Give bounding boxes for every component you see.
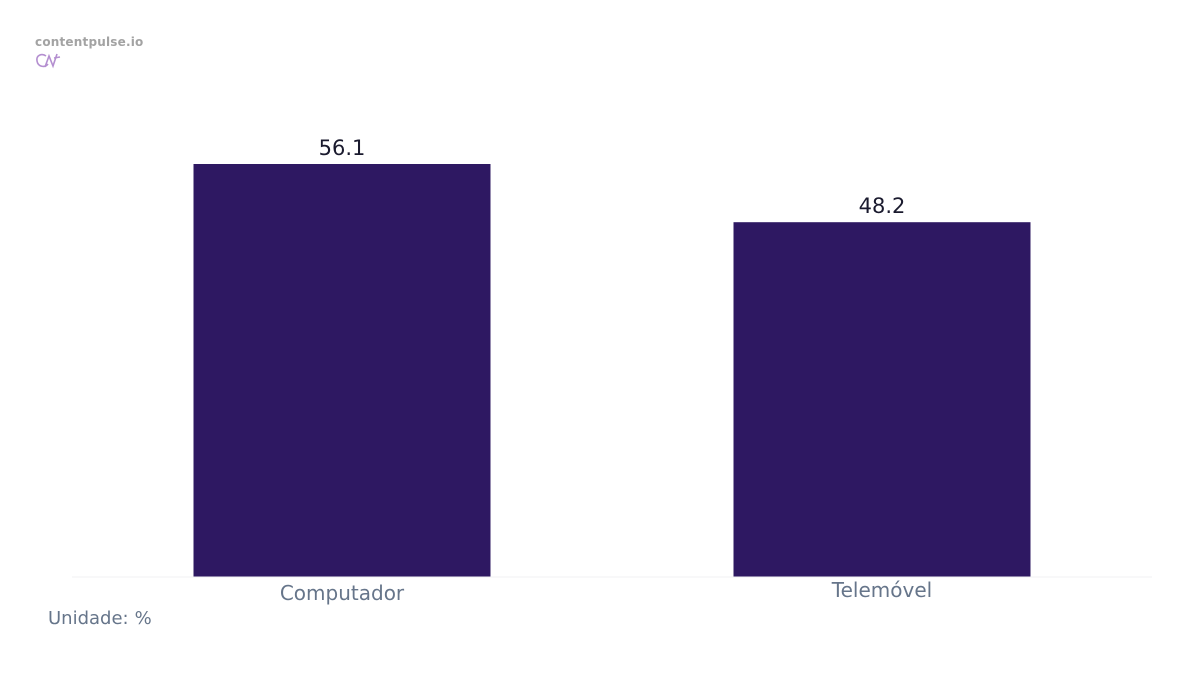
- x-tick-label-0: Computador: [280, 581, 405, 605]
- unit-note: Unidade: %: [48, 608, 152, 629]
- x-tick-label-1: Telemóvel: [831, 578, 932, 602]
- brand-name: contentpulse.io: [35, 35, 144, 49]
- unit-note-label: Unidade:: [48, 608, 129, 629]
- labels-layer: 56.1 Computador 48.2 Telemóvel: [280, 136, 932, 605]
- unit-note-unit: %: [134, 608, 152, 629]
- cp-logo-icon: [36, 53, 61, 69]
- bar-0: [193, 164, 491, 577]
- value-label-0: 56.1: [319, 136, 366, 160]
- brand: contentpulse.io: [35, 35, 144, 70]
- bars-layer: [193, 164, 1031, 577]
- value-label-1: 48.2: [859, 194, 906, 218]
- bar-1: [733, 222, 1031, 577]
